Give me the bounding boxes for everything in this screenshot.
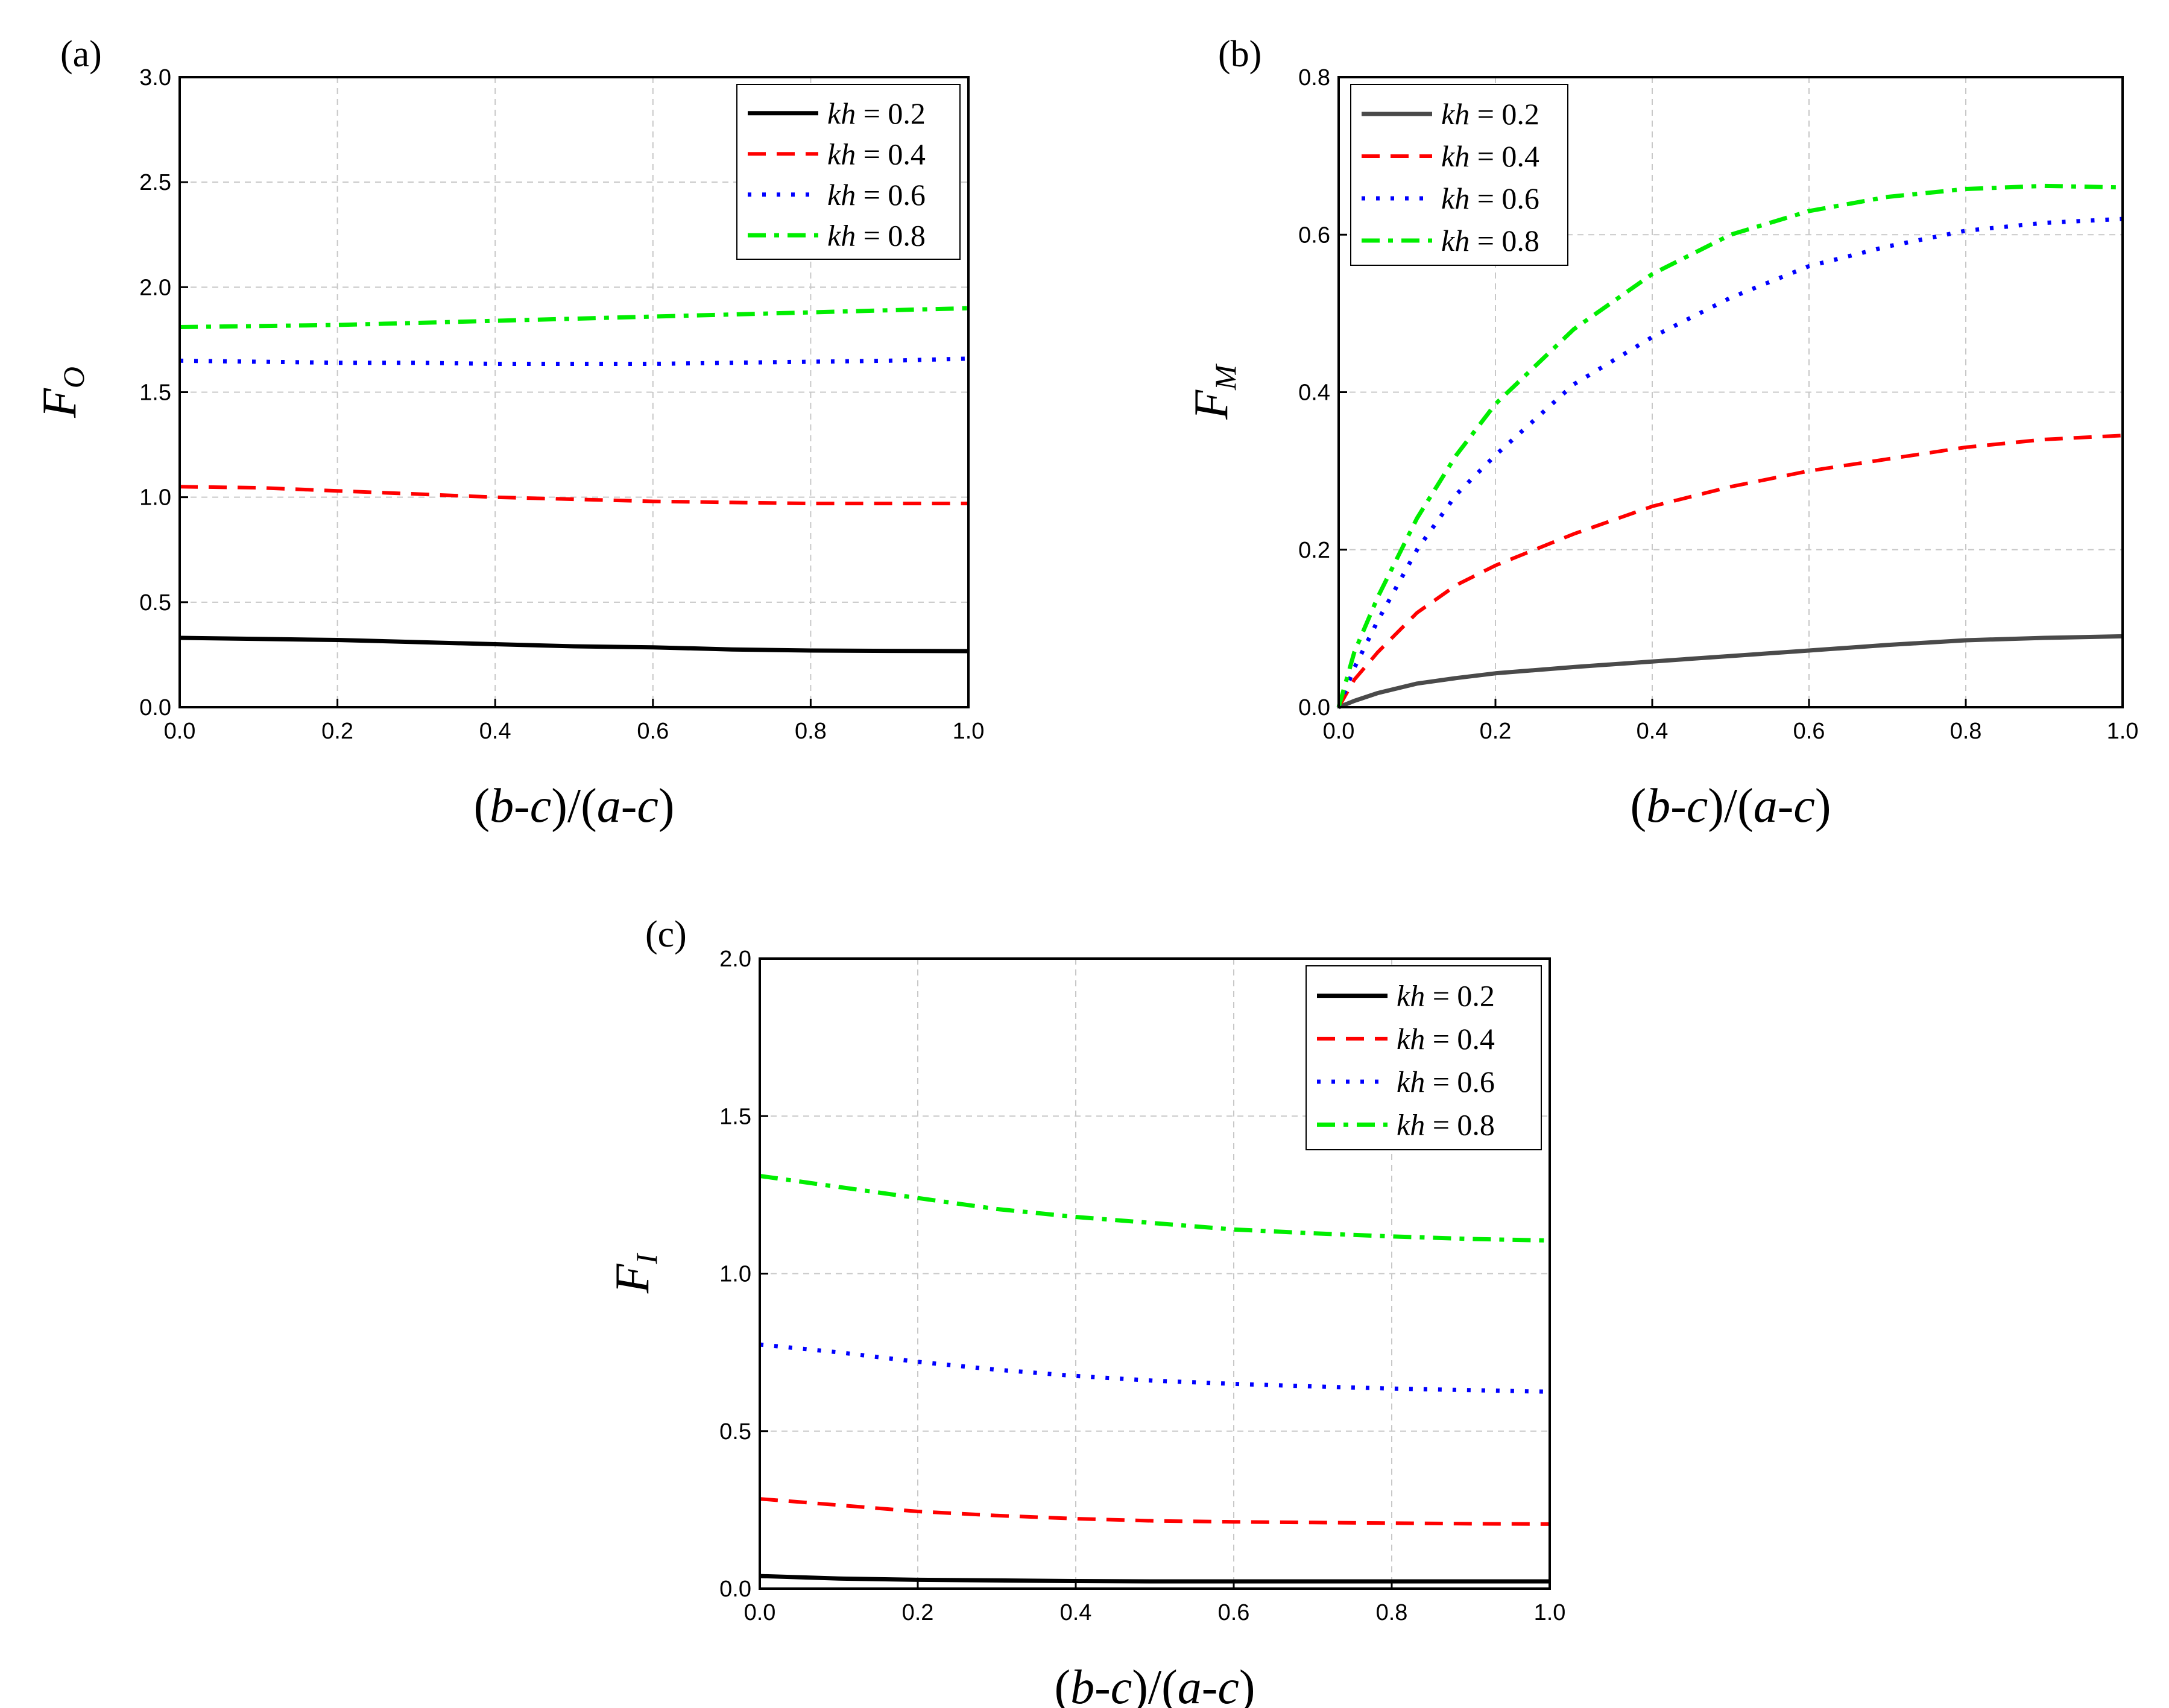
x-tick-label: 0.8 [795, 719, 827, 744]
x-tick-label: 0.2 [902, 1600, 934, 1625]
panel-label: (c) [645, 914, 687, 955]
chart-panel-b: 0.0 0.2 0.4 0.6 0.8 1.0 0.0 0.2 0.4 0.6 0.8 (b) (b-c… [1185, 34, 2138, 833]
grid [760, 959, 1550, 1589]
y-tick-label: 0.5 [719, 1419, 751, 1445]
svg-text:FI: FI [606, 1252, 663, 1294]
grid [1339, 77, 2123, 707]
legend-label: kh = 0.4 [1441, 139, 1539, 173]
legend-label: kh = 0.2 [1441, 97, 1539, 131]
y-tick-label: 0.8 [1298, 65, 1330, 90]
y-tick-label: 0.0 [719, 1577, 751, 1602]
y-tick-label: 1.0 [139, 485, 171, 511]
legend: kh = 0.2 kh = 0.4 kh = 0.6 kh = 0.8 [1306, 965, 1542, 1150]
x-tick-label: 1.0 [1534, 1600, 1566, 1625]
x-tick-label: 0.2 [1480, 719, 1512, 744]
y-tick-label: 0.2 [1298, 538, 1330, 563]
y-axis-title: FM [1185, 364, 1242, 420]
legend-label: kh = 0.2 [827, 96, 926, 130]
y-tick-label: 0.6 [1298, 222, 1330, 248]
chart-panel-a: 0.0 0.2 0.4 0.6 0.8 1.0 0.0 0.5 1.0 1.5 2.0 2.5 3.0 (… [33, 34, 984, 833]
x-tick-label: 0.6 [637, 719, 669, 744]
legend-label: kh = 0.2 [1397, 979, 1495, 1013]
x-tick-label: 0.6 [1793, 719, 1825, 744]
series-line-2 [759, 1497, 1550, 1526]
x-axis-title: (b-c)/(a-c) [1054, 1661, 1255, 1708]
series-line-1 [179, 635, 969, 654]
legend-label: kh = 0.8 [827, 218, 926, 252]
series-line-2 [1337, 433, 2123, 708]
series-line-3 [759, 1342, 1550, 1394]
svg-text:FO: FO [33, 367, 90, 418]
y-tick-label: 0.5 [139, 590, 171, 616]
series-line-1 [759, 1574, 1550, 1584]
panel-label: (a) [60, 34, 102, 75]
legend-label: kh = 0.8 [1441, 224, 1539, 257]
y-tick-label: 0.0 [139, 695, 171, 720]
x-tick-label: 0.6 [1218, 1600, 1250, 1625]
y-tick-label: 1.5 [139, 380, 171, 406]
series-line-3 [1336, 216, 2123, 708]
y-tick-label: 1.0 [719, 1262, 751, 1287]
svg-text:FM: FM [1185, 364, 1242, 420]
legend-label: kh = 0.6 [827, 178, 926, 212]
legend: kh = 0.2 kh = 0.4 kh = 0.6 kh = 0.8 [1350, 84, 1568, 266]
x-tick-label: 0.4 [1637, 719, 1669, 744]
legend-label: kh = 0.6 [1397, 1065, 1495, 1098]
x-tick-label: 0.0 [164, 719, 196, 744]
series-line-1 [1337, 634, 2123, 710]
x-axis-title: (b-c)/(a-c) [473, 780, 674, 833]
series-line-4 [1336, 183, 2123, 708]
x-tick-label: 1.0 [2107, 719, 2139, 744]
y-axis-title: FO [33, 367, 90, 418]
y-tick-label: 0.4 [1298, 380, 1330, 406]
x-tick-label: 0.0 [744, 1600, 776, 1625]
x-tick-label: 0.0 [1323, 719, 1355, 744]
y-axis-title: FI [606, 1252, 663, 1294]
x-tick-label: 0.2 [321, 719, 353, 744]
series-line-3 [179, 356, 969, 366]
chart-panel-c: 0.0 0.2 0.4 0.6 0.8 1.0 0.0 0.5 1.0 1.5 2.0 (c) (b-c… [606, 914, 1565, 1708]
legend-label: kh = 0.8 [1397, 1108, 1495, 1141]
y-tick-label: 2.5 [139, 170, 171, 195]
legend-label: kh = 0.4 [1397, 1022, 1495, 1056]
x-tick-label: 1.0 [953, 719, 985, 744]
y-tick-label: 1.5 [719, 1104, 751, 1129]
series-line-4 [759, 1174, 1550, 1243]
series-line-4 [179, 306, 969, 329]
x-tick-label: 0.8 [1950, 719, 1982, 744]
legend-label: kh = 0.6 [1441, 181, 1539, 215]
legend-label: kh = 0.4 [827, 137, 926, 171]
y-tick-label: 2.0 [139, 275, 171, 300]
y-tick-label: 3.0 [139, 65, 171, 90]
series-line-2 [179, 485, 968, 506]
panel-label: (b) [1218, 34, 1261, 75]
legend-box [736, 84, 961, 260]
legend: kh = 0.2 kh = 0.4 kh = 0.6 kh = 0.8 [736, 84, 961, 260]
y-tick-label: 2.0 [719, 947, 751, 972]
x-tick-label: 0.4 [479, 719, 511, 744]
y-tick-label: 0.0 [1298, 695, 1330, 720]
grid [180, 77, 968, 707]
x-tick-label: 0.8 [1376, 1600, 1408, 1625]
x-axis-title: (b-c)/(a-c) [1630, 780, 1831, 833]
x-tick-label: 0.4 [1060, 1600, 1092, 1625]
